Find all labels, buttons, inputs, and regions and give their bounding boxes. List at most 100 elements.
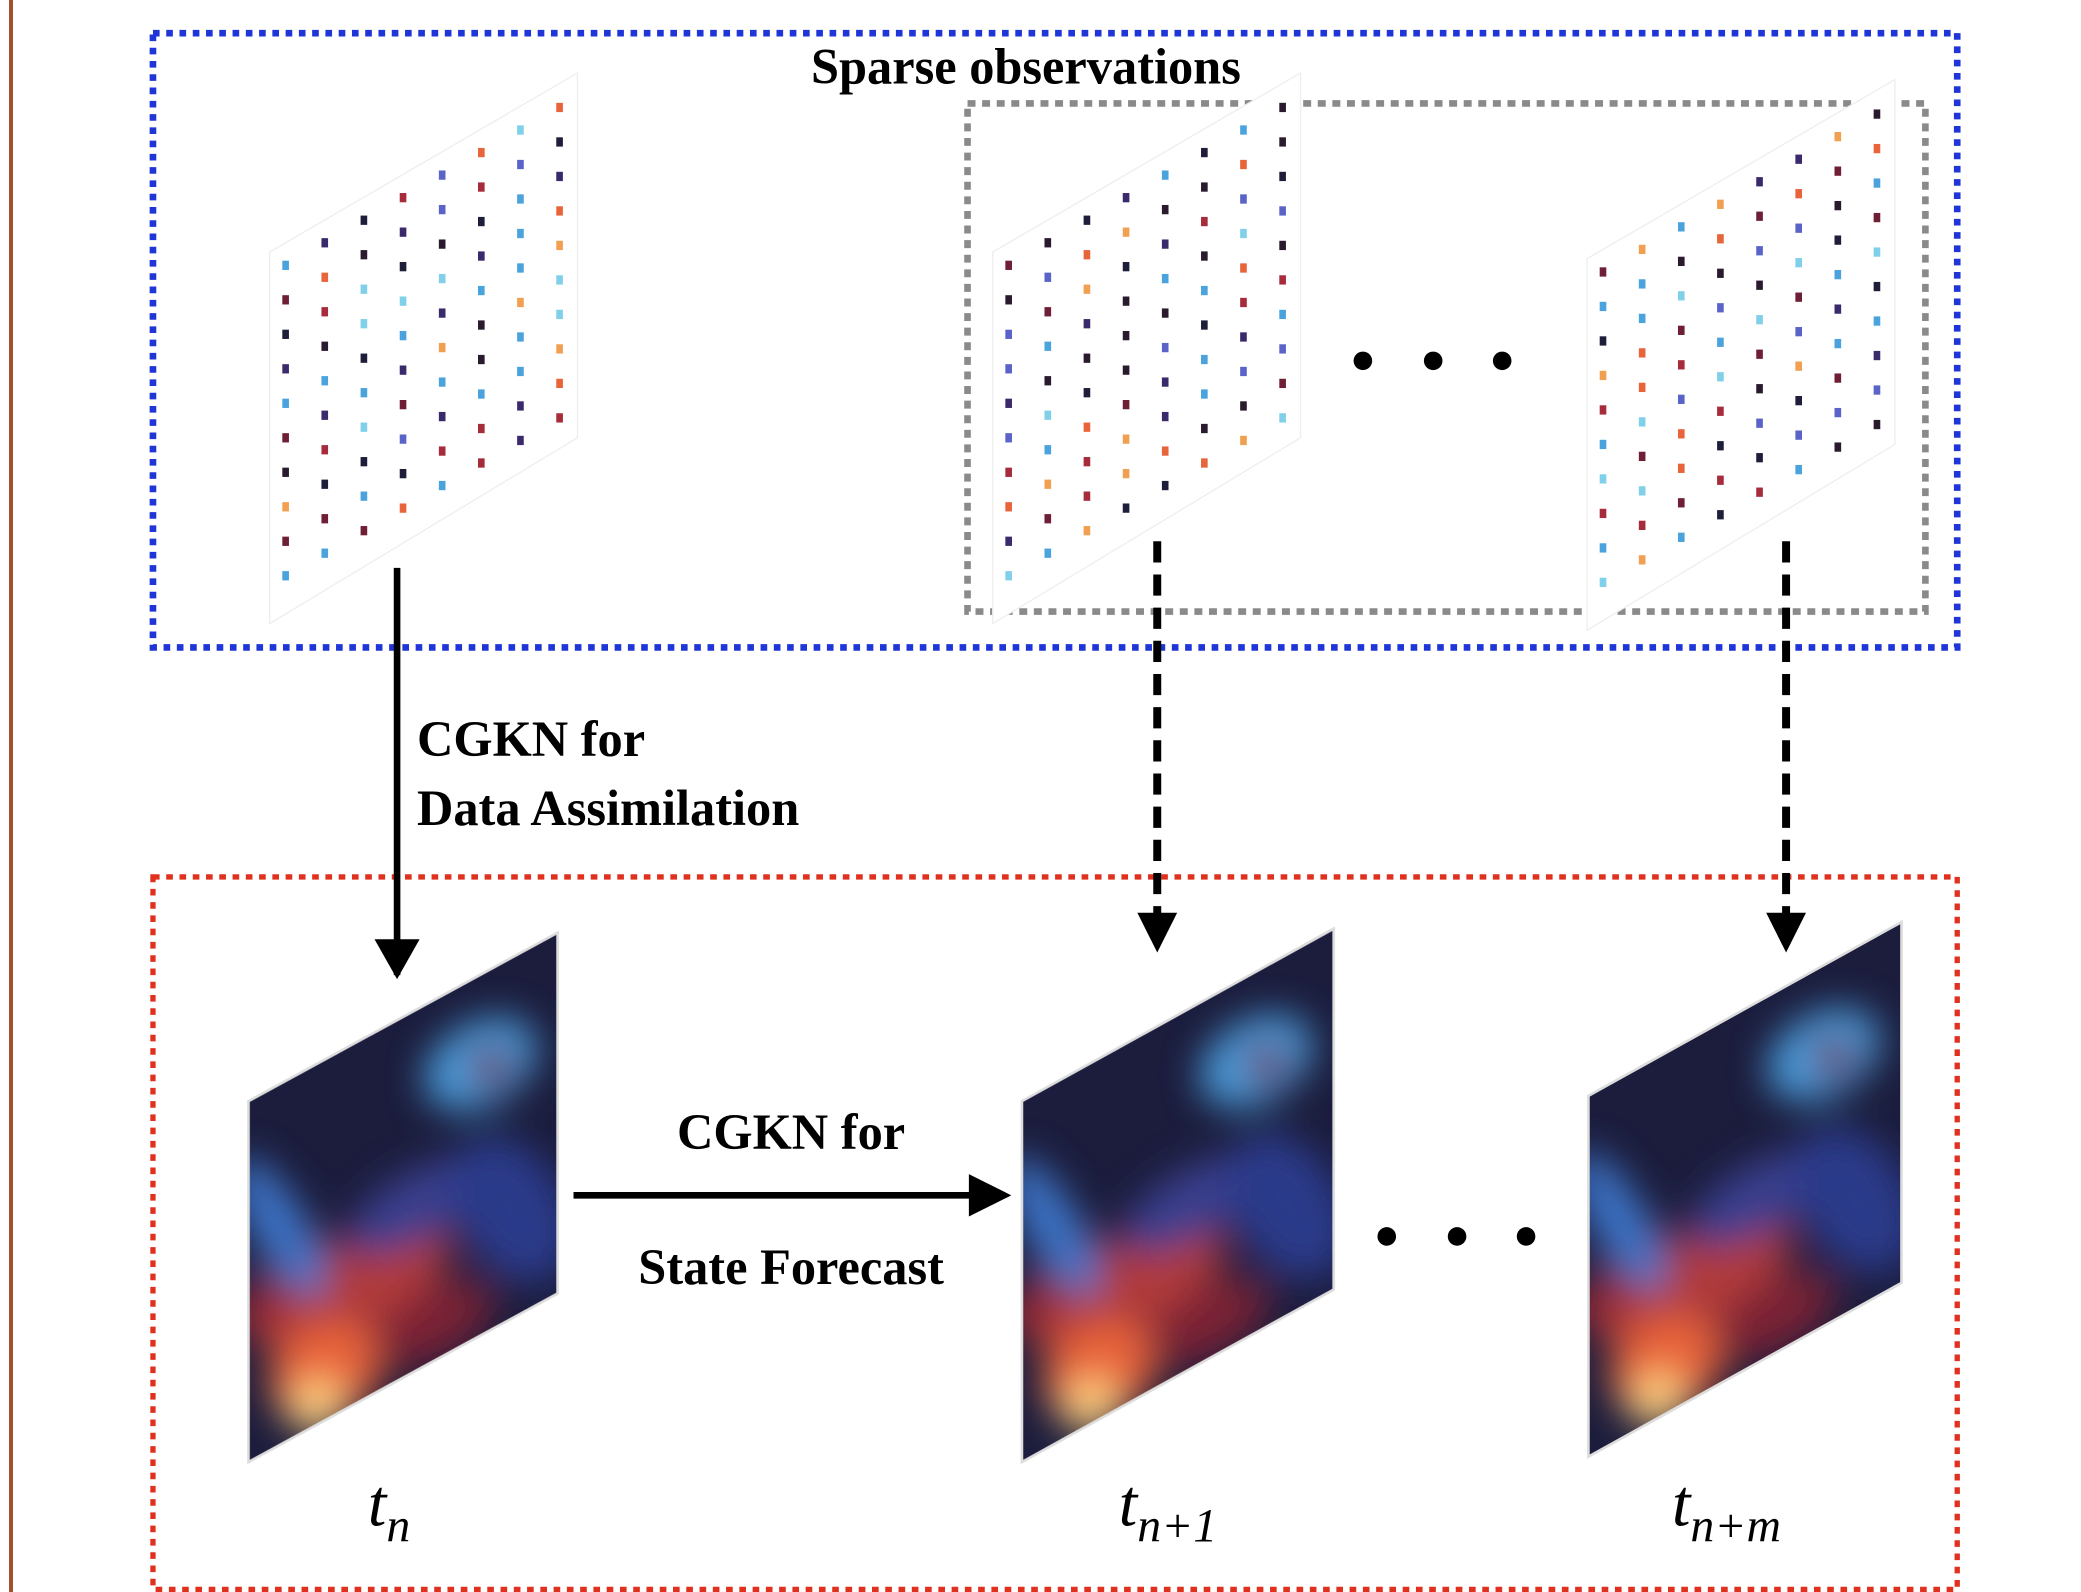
observation-dot: [556, 413, 563, 422]
observation-dot: [321, 342, 328, 351]
observation-dot: [1123, 193, 1130, 202]
observation-dot: [1717, 200, 1724, 209]
observation-dot: [1084, 492, 1091, 501]
arrow-head: [1137, 913, 1177, 953]
observation-dot: [1639, 521, 1646, 530]
observation-dot: [1756, 384, 1763, 393]
observation-dot: [556, 103, 563, 112]
observation-dot: [400, 262, 407, 271]
observation-dot: [1084, 319, 1091, 328]
observation-dot: [1874, 144, 1881, 153]
observation-dot: [1044, 342, 1051, 351]
observation-dot: [1874, 178, 1881, 187]
observation-dot: [1756, 350, 1763, 359]
observation-dot: [1678, 498, 1685, 507]
observation-dot: [1717, 372, 1724, 381]
arrow-label: State Forecast: [638, 1239, 944, 1295]
observation-dot: [1717, 441, 1724, 450]
observation-dot: [439, 446, 446, 455]
observation-dot: [282, 502, 289, 511]
arrow-label: Data Assimilation: [417, 780, 799, 836]
arrow-head: [969, 1174, 1011, 1216]
observation-dot: [1123, 228, 1130, 237]
observation-dot: [1835, 339, 1842, 348]
observation-dot: [282, 399, 289, 408]
observation-dot: [321, 411, 328, 420]
observation-dot: [400, 228, 407, 237]
observation-dot: [1044, 238, 1051, 247]
observation-dot: [1240, 332, 1247, 341]
observation-dot: [1874, 109, 1881, 118]
observation-dot: [1756, 488, 1763, 497]
observation-dot: [1162, 170, 1169, 179]
observation-dot: [1835, 166, 1842, 175]
observation-dot: [282, 537, 289, 546]
arrow-label: CGKN for: [677, 1104, 905, 1160]
observation-dot: [282, 261, 289, 270]
observation-dot: [321, 445, 328, 454]
observation-dot: [1835, 132, 1842, 141]
observation-dot: [282, 295, 289, 304]
observation-dot: [1240, 229, 1247, 238]
observation-dot: [1123, 503, 1130, 512]
observation-dot: [400, 297, 407, 306]
observation-dot: [400, 193, 407, 202]
observation-dot: [1795, 155, 1802, 164]
observation-dot: [1201, 182, 1208, 191]
sparse-panel: [270, 73, 578, 624]
observation-dot: [1639, 555, 1646, 564]
ellipsis: [1354, 352, 1536, 1246]
observation-dot: [439, 481, 446, 490]
observation-dot: [400, 331, 407, 340]
observation-dot: [361, 319, 368, 328]
observation-dot: [1678, 429, 1685, 438]
observation-dot: [1005, 571, 1012, 580]
observation-dot: [400, 400, 407, 409]
observation-dot: [1201, 217, 1208, 226]
observation-dot: [1717, 476, 1724, 485]
observation-dot: [1123, 365, 1130, 374]
observation-dot: [439, 343, 446, 352]
observation-dot: [1795, 362, 1802, 371]
sparse-panel: [1587, 80, 1895, 631]
observation-dot: [282, 433, 289, 442]
observation-dot: [1678, 360, 1685, 369]
observation-dot: [478, 182, 485, 191]
observation-dot: [361, 457, 368, 466]
time-label: tn: [368, 1468, 410, 1553]
panel-sheet: [1587, 80, 1895, 631]
observation-dot: [1717, 510, 1724, 519]
observation-dot: [1835, 201, 1842, 210]
observation-dot: [1600, 474, 1607, 483]
observation-dot: [556, 137, 563, 146]
observation-dot: [1005, 364, 1012, 373]
observation-dot: [517, 367, 524, 376]
state-field: [987, 929, 1372, 1462]
observation-dot: [1639, 417, 1646, 426]
observation-dot: [1795, 327, 1802, 336]
observation-dot: [1795, 396, 1802, 405]
diagram: Sparse observations CGKN for Data Assimi…: [0, 0, 2081, 1592]
observation-dot: [1240, 263, 1247, 272]
observation-dot: [1162, 274, 1169, 283]
observation-dot: [1678, 291, 1685, 300]
observation-dot: [1005, 261, 1012, 270]
observation-dot: [439, 377, 446, 386]
observation-dot: [1162, 481, 1169, 490]
observation-dot: [1600, 543, 1607, 552]
observation-dot: [400, 503, 407, 512]
observation-dot: [1795, 189, 1802, 198]
time-label: tn+m: [1672, 1468, 1781, 1553]
observation-dot: [1201, 458, 1208, 467]
observation-dot: [1279, 103, 1286, 112]
state-field: [213, 933, 597, 1462]
observation-dot: [478, 217, 485, 226]
observation-dot: [1835, 408, 1842, 417]
observation-dot: [478, 389, 485, 398]
observation-dot: [321, 273, 328, 282]
observation-dot: [556, 310, 563, 319]
observation-dot: [361, 423, 368, 432]
observation-dot: [478, 424, 485, 433]
observation-dot: [321, 238, 328, 247]
observation-dot: [321, 514, 328, 523]
